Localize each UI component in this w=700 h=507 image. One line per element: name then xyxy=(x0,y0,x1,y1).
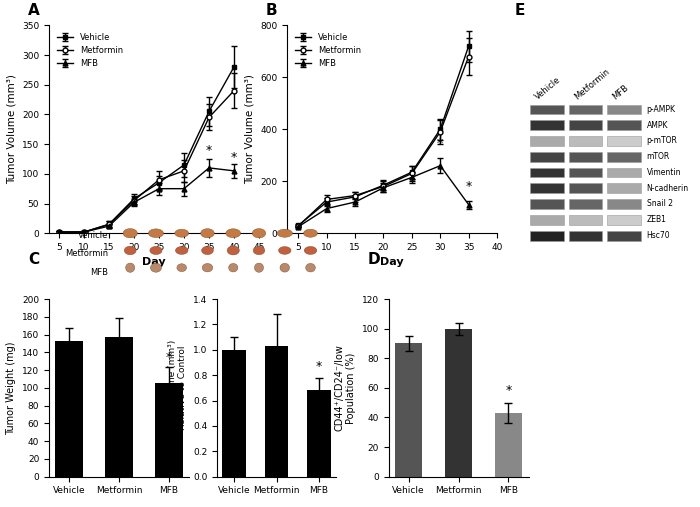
FancyBboxPatch shape xyxy=(530,184,564,193)
FancyBboxPatch shape xyxy=(568,136,603,146)
FancyBboxPatch shape xyxy=(568,120,603,130)
Text: *: * xyxy=(437,137,443,150)
Ellipse shape xyxy=(175,229,188,237)
FancyBboxPatch shape xyxy=(568,199,603,209)
FancyBboxPatch shape xyxy=(530,120,564,130)
Text: Vimentin: Vimentin xyxy=(647,168,681,177)
FancyBboxPatch shape xyxy=(568,152,603,162)
X-axis label: Day: Day xyxy=(380,258,404,268)
FancyBboxPatch shape xyxy=(530,231,564,240)
Text: E: E xyxy=(514,3,525,18)
Ellipse shape xyxy=(148,229,164,238)
Text: B: B xyxy=(266,3,278,18)
Bar xyxy=(223,350,246,477)
Text: *: * xyxy=(206,144,212,157)
Text: Vehicle: Vehicle xyxy=(533,75,563,101)
Bar xyxy=(495,413,522,477)
Text: Metformin: Metformin xyxy=(572,67,611,101)
Text: Hsc70: Hsc70 xyxy=(647,231,671,240)
Ellipse shape xyxy=(123,229,137,238)
Bar xyxy=(155,383,183,477)
FancyBboxPatch shape xyxy=(530,104,564,115)
Ellipse shape xyxy=(227,246,239,255)
FancyBboxPatch shape xyxy=(607,136,641,146)
Text: AMPK: AMPK xyxy=(647,121,668,130)
FancyBboxPatch shape xyxy=(530,136,564,146)
FancyBboxPatch shape xyxy=(530,168,564,177)
FancyBboxPatch shape xyxy=(607,104,641,115)
Bar xyxy=(55,341,83,477)
FancyBboxPatch shape xyxy=(607,231,641,240)
Ellipse shape xyxy=(125,246,136,255)
Text: N-cadherin: N-cadherin xyxy=(647,184,689,193)
Y-axis label: Tumor Volume (mm³): Tumor Volume (mm³) xyxy=(6,75,17,184)
Text: Metformin: Metformin xyxy=(65,249,108,258)
Text: mTOR: mTOR xyxy=(647,152,670,161)
Text: *: * xyxy=(166,351,172,364)
FancyBboxPatch shape xyxy=(607,199,641,209)
Y-axis label: Tumor Volume (mm³)
Relative to Control: Tumor Volume (mm³) Relative to Control xyxy=(168,340,188,436)
Text: *: * xyxy=(231,151,237,164)
Ellipse shape xyxy=(176,246,188,255)
Bar xyxy=(105,337,133,477)
Ellipse shape xyxy=(279,246,291,255)
Bar xyxy=(307,390,330,477)
Bar xyxy=(444,329,472,477)
Legend: Vehicle, Metformin, MFB: Vehicle, Metformin, MFB xyxy=(291,29,364,71)
FancyBboxPatch shape xyxy=(568,168,603,177)
FancyBboxPatch shape xyxy=(568,215,603,225)
FancyBboxPatch shape xyxy=(607,215,641,225)
FancyBboxPatch shape xyxy=(607,168,641,177)
Text: ZEB1: ZEB1 xyxy=(647,215,666,224)
FancyBboxPatch shape xyxy=(530,199,564,209)
Text: *: * xyxy=(505,384,512,396)
Y-axis label: Tumor Volume (mm³): Tumor Volume (mm³) xyxy=(244,75,255,184)
Ellipse shape xyxy=(202,246,214,255)
X-axis label: Day: Day xyxy=(142,258,166,268)
Text: *: * xyxy=(316,359,322,373)
Text: Vehicle: Vehicle xyxy=(78,231,108,240)
FancyBboxPatch shape xyxy=(568,104,603,115)
Ellipse shape xyxy=(253,246,265,255)
Ellipse shape xyxy=(201,229,214,238)
Ellipse shape xyxy=(304,229,317,237)
FancyBboxPatch shape xyxy=(607,152,641,162)
Ellipse shape xyxy=(306,264,315,272)
FancyBboxPatch shape xyxy=(568,231,603,240)
Y-axis label: CD44⁺/CD24⁻/low
Population (%): CD44⁺/CD24⁻/low Population (%) xyxy=(335,344,356,431)
Ellipse shape xyxy=(280,263,290,272)
Ellipse shape xyxy=(226,229,241,238)
Text: MFB: MFB xyxy=(90,268,108,277)
Ellipse shape xyxy=(277,229,293,237)
Text: p-mTOR: p-mTOR xyxy=(647,136,678,146)
Text: Snail 2: Snail 2 xyxy=(647,199,673,208)
Ellipse shape xyxy=(177,264,186,272)
Y-axis label: Tumor Weight (mg): Tumor Weight (mg) xyxy=(6,341,17,434)
FancyBboxPatch shape xyxy=(530,215,564,225)
FancyBboxPatch shape xyxy=(607,120,641,130)
Ellipse shape xyxy=(150,263,162,272)
Ellipse shape xyxy=(304,246,317,255)
Text: C: C xyxy=(28,251,39,267)
Bar xyxy=(265,346,288,477)
Text: D: D xyxy=(368,251,380,267)
FancyBboxPatch shape xyxy=(568,184,603,193)
Text: A: A xyxy=(28,3,40,18)
Ellipse shape xyxy=(252,229,266,238)
Ellipse shape xyxy=(255,263,263,272)
Text: p-AMPK: p-AMPK xyxy=(647,105,676,114)
Ellipse shape xyxy=(150,246,162,255)
Text: MFB: MFB xyxy=(610,83,630,101)
Ellipse shape xyxy=(125,263,135,272)
Legend: Vehicle, Metformin, MFB: Vehicle, Metformin, MFB xyxy=(53,29,126,71)
Bar xyxy=(395,344,422,477)
Ellipse shape xyxy=(202,264,213,272)
FancyBboxPatch shape xyxy=(530,152,564,162)
FancyBboxPatch shape xyxy=(607,184,641,193)
Ellipse shape xyxy=(229,264,238,272)
Text: *: * xyxy=(466,180,472,193)
